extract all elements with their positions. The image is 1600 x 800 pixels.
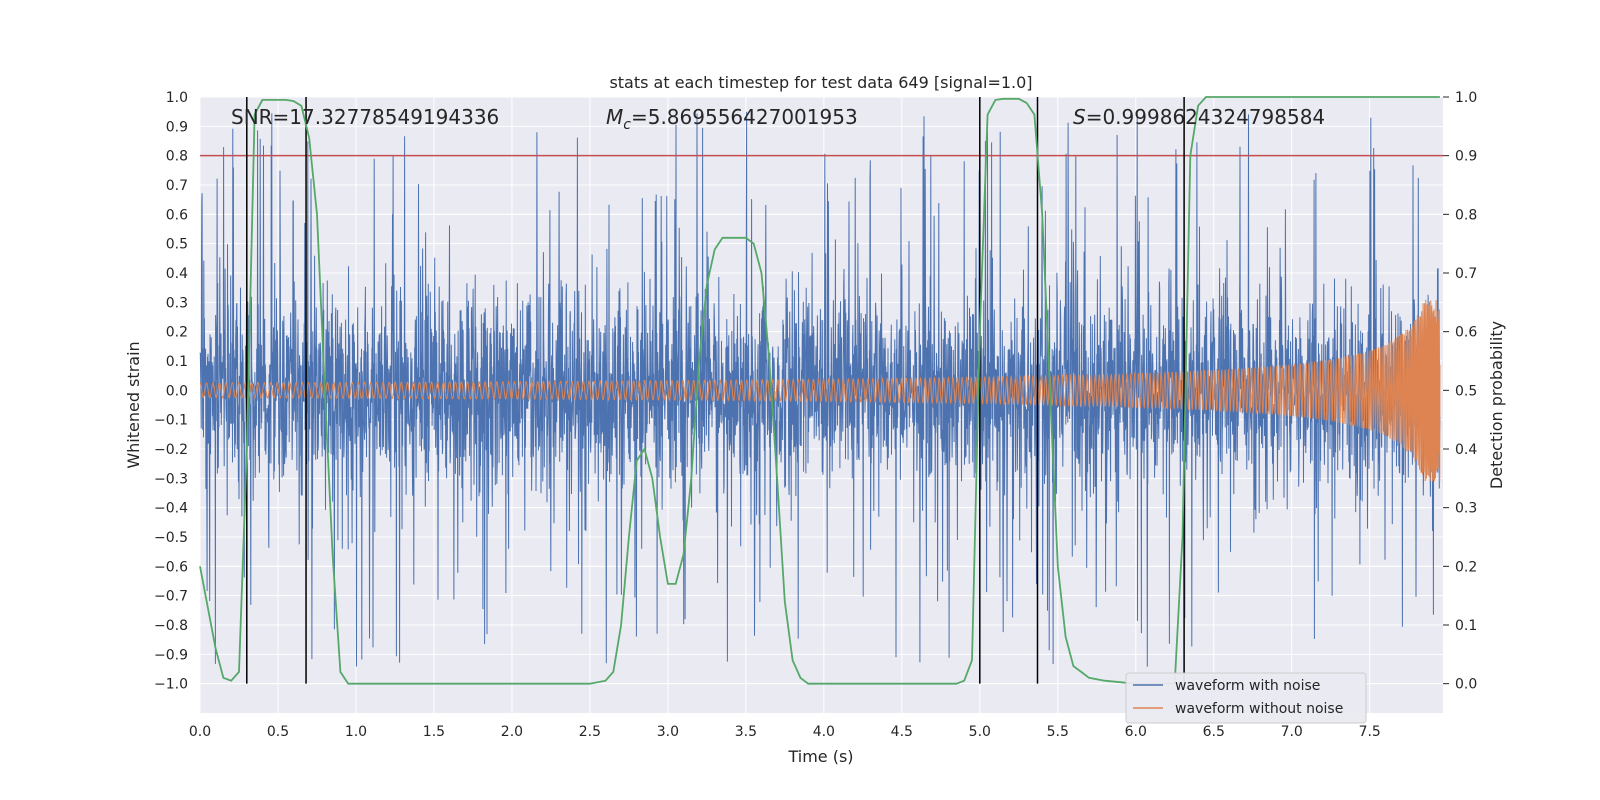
y2-tick-label: 1.0 (1455, 90, 1477, 106)
clean-waveform-line (199, 299, 1441, 482)
chirp-mass-symbol: M (606, 105, 623, 129)
y-tick-label: −0.2 (154, 442, 188, 458)
y2-tick-label: 0.7 (1455, 266, 1477, 282)
y2-tick-label: 0.3 (1455, 501, 1477, 517)
legend: waveform with noise waveform without noi… (1125, 672, 1367, 724)
chirp-mass-value: =5.869556427001953 (631, 105, 858, 129)
y-tick-label: 0.1 (166, 354, 188, 370)
y-axis-label: Whitened strain (124, 341, 143, 468)
legend-label-noisy: waveform with noise (1175, 678, 1320, 694)
y-tick-label: −0.4 (154, 501, 188, 517)
y-tick-label: −0.6 (154, 559, 188, 575)
x-tick-label: 4.0 (813, 724, 835, 740)
score-value: =0.9998624324798584 (1086, 105, 1325, 129)
x-tick-label: 5.5 (1047, 724, 1069, 740)
y-tick-label: 0.4 (166, 266, 188, 282)
y-tick-label: −0.5 (154, 530, 188, 546)
x-tick-label: 7.5 (1359, 724, 1381, 740)
x-axis-label: Time (s) (787, 747, 853, 766)
series-waveform-without-noise (199, 299, 1441, 482)
chirp-mass-subscript: c (623, 117, 631, 133)
x-tick-label: 0.5 (267, 724, 289, 740)
y2-tick-label: 0.5 (1455, 383, 1477, 399)
y-tick-label: 0.5 (166, 237, 188, 253)
legend-box (1125, 672, 1367, 724)
y-tick-label: 0.3 (166, 295, 188, 311)
y-tick-label: 0.2 (166, 325, 188, 341)
series-detection-probability (199, 96, 1440, 685)
chirp-mass-annotation: Mc=5.869556427001953 (606, 105, 858, 133)
y2-tick-label: 0.8 (1455, 207, 1477, 223)
series-waveform-with-noise (199, 111, 1441, 667)
y2-tick-label: 0.4 (1455, 442, 1477, 458)
x-tick-label: 6.5 (1203, 724, 1225, 740)
y-tick-label: 0.8 (166, 149, 188, 165)
x-tick-label: 2.0 (501, 724, 523, 740)
x-tick-label: 4.5 (891, 724, 913, 740)
y-tick-label: −0.7 (154, 589, 188, 605)
y2-tick-label: 0.9 (1455, 149, 1477, 165)
y-tick-label: −1.0 (154, 677, 188, 693)
y2-tick-label: 0.2 (1455, 559, 1477, 575)
noisy-waveform-line (199, 111, 1441, 667)
x-tick-label: 5.0 (969, 724, 991, 740)
y-tick-label: −0.3 (154, 471, 188, 487)
y-tick-label: 0.0 (166, 383, 188, 399)
y2-axis-label: Detection probability (1487, 321, 1506, 489)
x-tick-label: 7.0 (1281, 724, 1303, 740)
x-tick-label: 1.0 (345, 724, 367, 740)
snr-annotation: SNR=17.32778549194336 (231, 105, 499, 129)
y-tick-label: 1.0 (166, 90, 188, 106)
score-symbol: S (1073, 105, 1086, 129)
y2-tick-label: 0.0 (1455, 677, 1477, 693)
x-tick-label: 6.0 (1125, 724, 1147, 740)
score-annotation: S=0.9998624324798584 (1073, 105, 1325, 129)
y-tick-label: 0.6 (166, 207, 188, 223)
x-tick-label: 2.5 (579, 724, 601, 740)
probability-line (199, 96, 1440, 685)
chart-title: stats at each timestep for test data 649… (609, 73, 1032, 92)
x-tick-label: 3.0 (657, 724, 679, 740)
detection-bounds (246, 97, 1185, 684)
ticks: 0.0 0.5 1.0 1.5 2.0 2.5 3.0 3.5 4.0 4.5 5.0 5.5 6.0 6… (154, 90, 1477, 740)
y-tick-label: −0.8 (154, 618, 188, 634)
x-tick-label: 3.5 (735, 724, 757, 740)
y2-tick-label: 0.6 (1455, 325, 1477, 341)
x-tick-label: 0.0 (189, 724, 211, 740)
y-tick-label: 0.9 (166, 119, 188, 135)
x-tick-label: 1.5 (423, 724, 445, 740)
y-tick-label: −0.1 (154, 413, 188, 429)
y2-tick-label: 0.1 (1455, 618, 1477, 634)
y-tick-label: −0.9 (154, 647, 188, 663)
y-tick-label: 0.7 (166, 178, 188, 194)
legend-label-clean: waveform without noise (1175, 701, 1343, 717)
